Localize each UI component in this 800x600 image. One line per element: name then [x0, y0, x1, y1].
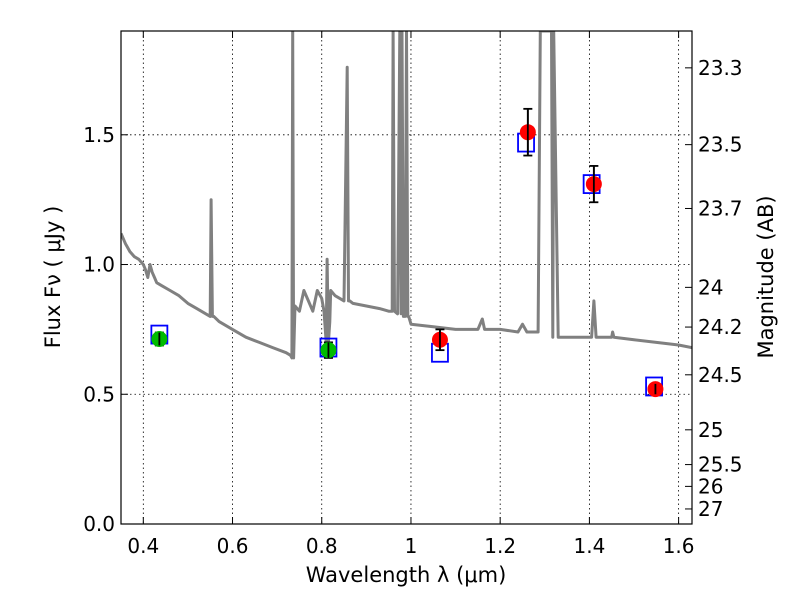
x-tick-label: 0.6	[217, 534, 249, 558]
y2-axis-title: Magnitude (AB)	[754, 195, 778, 358]
y2-tick-label: 23.3	[698, 56, 743, 80]
plot-frame	[120, 30, 693, 525]
y2-tick-label: 23.7	[698, 196, 743, 220]
y2-tick-label: 24	[698, 275, 723, 299]
x-tick-label: 1.4	[573, 534, 605, 558]
y-tick-label: 0.0	[83, 512, 115, 536]
y2-tick-label: 24.2	[698, 315, 743, 339]
y-tick-label: 0.5	[83, 382, 115, 406]
y2-tick-label: 25.5	[698, 453, 743, 477]
y2-tick-label: 23.5	[698, 133, 743, 157]
y-tick-label: 1.5	[83, 123, 115, 147]
y2-tick-label: 27	[698, 497, 723, 521]
y2-tick-label: 26	[698, 474, 723, 498]
x-axis-title: Wavelength λ (μm)	[306, 563, 507, 587]
spectrum-line	[121, 31, 692, 360]
x-tick-label: 0.4	[127, 534, 159, 558]
grid	[121, 31, 692, 525]
x-tick-label: 1.2	[484, 534, 516, 558]
x-tick-label: 1	[405, 534, 418, 558]
axes-ticks: 0.4 0.6 0.8 1 1.2 1.4 1.6 0.0 0.5 1.0 1.5 23.3 23.5 2…	[83, 31, 743, 558]
x-tick-label: 0.8	[306, 534, 338, 558]
y2-tick-label: 24.5	[698, 363, 743, 387]
plot-area	[121, 31, 692, 398]
x-tick-label: 1.6	[663, 534, 695, 558]
y2-tick-label: 25	[698, 418, 723, 442]
y-axis-title: Flux Fν ( μJy )	[41, 206, 65, 349]
y-tick-label: 1.0	[83, 253, 115, 277]
